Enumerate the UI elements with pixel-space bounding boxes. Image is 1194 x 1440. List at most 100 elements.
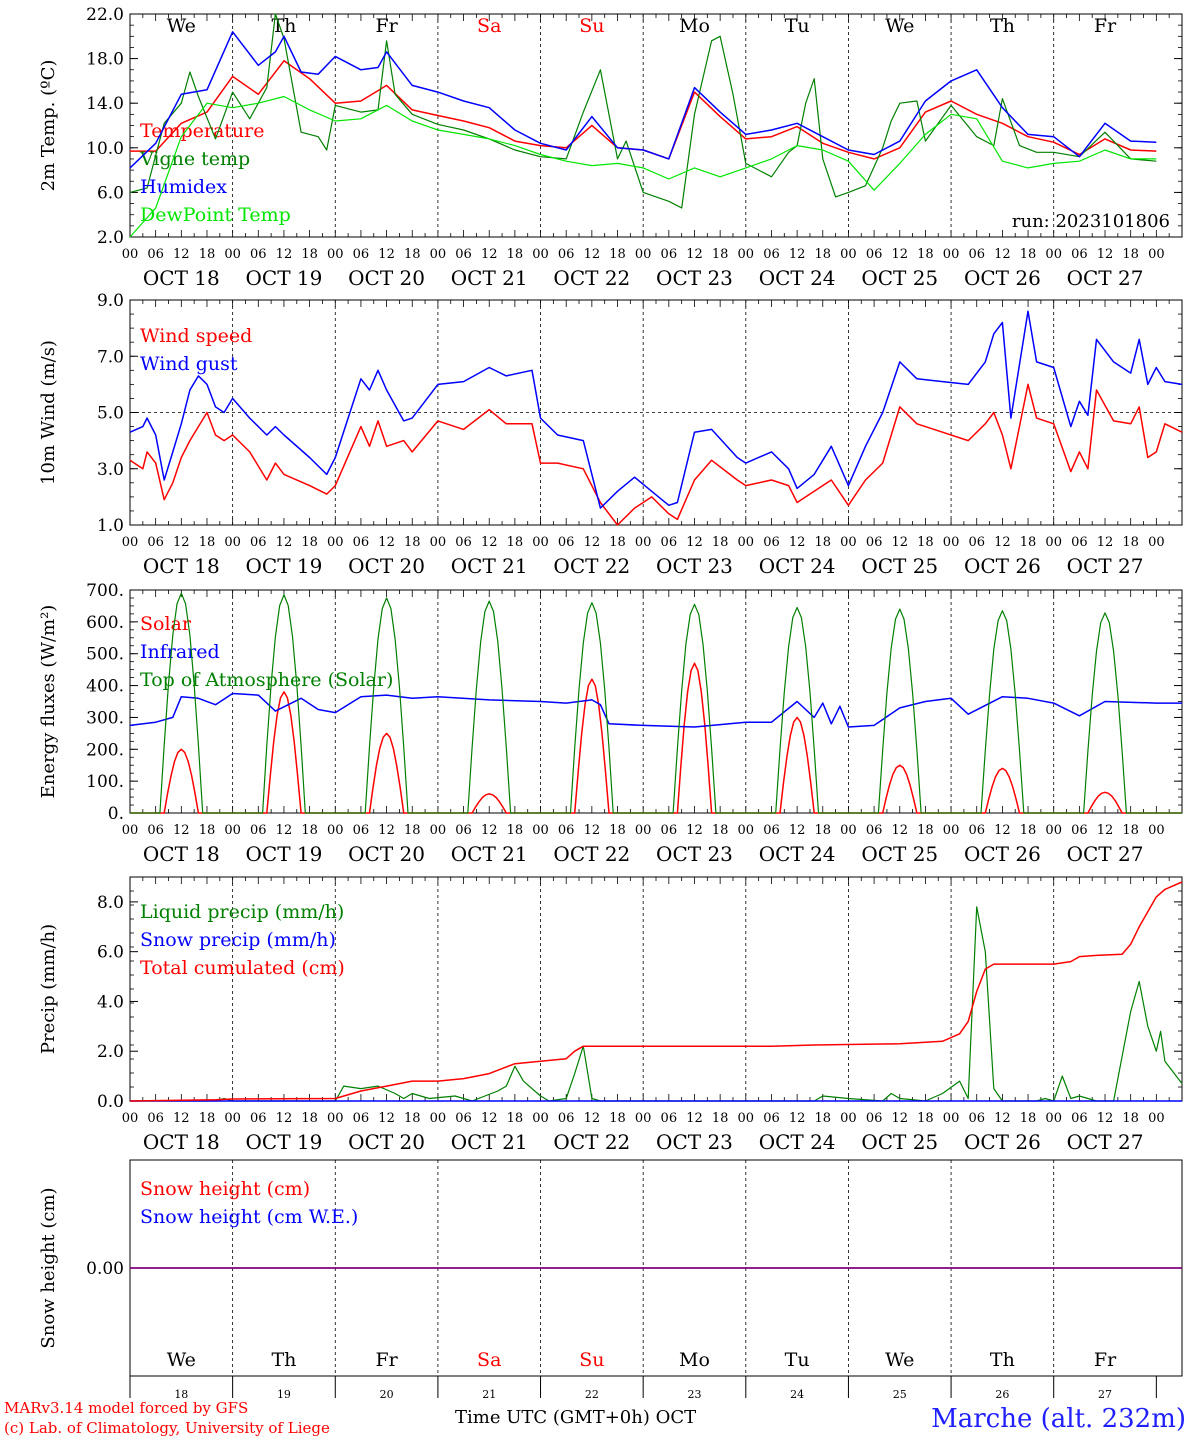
legend-entry: Wind gust xyxy=(140,353,238,375)
hour-label: 18 xyxy=(1122,247,1139,262)
y-tick-label: 1.0 xyxy=(97,516,124,536)
hour-label: 18 xyxy=(609,823,626,838)
hour-label: 00 xyxy=(1148,1111,1165,1126)
date-label: OCT 24 xyxy=(759,1130,836,1154)
y-tick-label: 2.0 xyxy=(97,1042,124,1062)
day-number-label: 24 xyxy=(790,1388,804,1401)
series-line-dewpoint-temp xyxy=(129,95,1157,238)
hour-label: 18 xyxy=(1020,823,1037,838)
hour-label: 12 xyxy=(686,535,703,550)
date-label: OCT 23 xyxy=(656,1130,733,1154)
hour-label: 00 xyxy=(532,1111,549,1126)
weekday-label: We xyxy=(167,1349,196,1371)
hour-label: 12 xyxy=(686,823,703,838)
hour-label: 06 xyxy=(455,535,472,550)
date-label: OCT 26 xyxy=(964,554,1041,578)
chart-footer: MARv3.14 model forced by GFS (c) Lab. of… xyxy=(4,1399,1186,1437)
hour-label: 12 xyxy=(173,535,190,550)
hour-label: 00 xyxy=(1045,823,1062,838)
y-tick-label: 600. xyxy=(86,613,124,633)
hour-label: 18 xyxy=(507,247,524,262)
run-annotation: run: 2023101806 xyxy=(1012,211,1170,232)
y-tick-label: 200. xyxy=(86,740,124,760)
hour-label: 06 xyxy=(763,823,780,838)
hour-label: 00 xyxy=(840,823,857,838)
day-number-label: 18 xyxy=(174,1388,188,1401)
weekday-label: Th xyxy=(271,1349,296,1371)
y-axis-label: 2m Temp. (ºC) xyxy=(38,60,59,192)
series-line-wind-gust xyxy=(129,310,1183,509)
legend-entry: Snow height (cm) xyxy=(140,1178,310,1200)
hour-label: 18 xyxy=(301,535,318,550)
hour-label: 12 xyxy=(378,1111,395,1126)
hour-label: 06 xyxy=(147,1111,164,1126)
chart-panels: 2.0 6.0 10.0 14.0 18.0 22.0 2m Temp. (ºC) We Th F… xyxy=(38,5,1183,1401)
hour-label: 18 xyxy=(1122,823,1139,838)
hour-label: 18 xyxy=(609,1111,626,1126)
panel-5: 0.00 Snow height (cm) We Th Fr Sa Su Mo Tu We Th Fr… xyxy=(38,1159,1183,1401)
hour-label: 18 xyxy=(199,247,216,262)
y-tick-label: 18.0 xyxy=(86,50,124,70)
y-tick-label: 22.0 xyxy=(86,5,124,25)
hour-label: 18 xyxy=(1122,1111,1139,1126)
legend-entry: Snow height (cm W.E.) xyxy=(140,1206,358,1228)
date-label: OCT 23 xyxy=(656,842,733,866)
hour-label: 00 xyxy=(224,535,241,550)
hour-label: 12 xyxy=(789,247,806,262)
series-line-wind-speed xyxy=(129,383,1183,526)
weekday-label: We xyxy=(885,15,914,37)
y-tick-label: 7.0 xyxy=(97,347,124,367)
hour-label: 12 xyxy=(686,1111,703,1126)
hour-label: 12 xyxy=(378,823,395,838)
date-label: OCT 18 xyxy=(143,1130,220,1154)
hour-label: 06 xyxy=(661,1111,678,1126)
hour-label: 12 xyxy=(789,823,806,838)
hour-label: 00 xyxy=(635,823,652,838)
hour-label: 06 xyxy=(250,1111,267,1126)
hour-label: 06 xyxy=(866,1111,883,1126)
date-label: OCT 18 xyxy=(143,842,220,866)
legend-entry: Vigne temp xyxy=(139,148,250,170)
day-number-label: 22 xyxy=(585,1388,599,1401)
hour-label: 00 xyxy=(1045,1111,1062,1126)
date-label: OCT 20 xyxy=(348,266,425,290)
hour-label: 06 xyxy=(147,823,164,838)
hour-label: 12 xyxy=(686,247,703,262)
hour-label: 00 xyxy=(430,1111,447,1126)
hour-label: 00 xyxy=(327,535,344,550)
hour-label: 00 xyxy=(122,823,139,838)
hour-label: 06 xyxy=(455,823,472,838)
hour-label: 18 xyxy=(1122,535,1139,550)
hour-label: 12 xyxy=(173,1111,190,1126)
weekday-label: Th xyxy=(990,15,1015,37)
legend-entry: Temperature xyxy=(140,120,264,142)
date-label: OCT 22 xyxy=(553,842,630,866)
y-tick-label: 500. xyxy=(86,645,124,665)
hour-label: 06 xyxy=(661,247,678,262)
weekday-label: Su xyxy=(579,1349,604,1371)
hour-label: 18 xyxy=(917,823,934,838)
hour-label: 18 xyxy=(1020,1111,1037,1126)
date-label: OCT 24 xyxy=(759,266,836,290)
hour-label: 00 xyxy=(224,247,241,262)
y-tick-label: 6.0 xyxy=(97,183,124,203)
weekday-label: Fr xyxy=(1094,15,1117,37)
weekday-label: Mo xyxy=(679,1349,710,1371)
hour-label: 06 xyxy=(558,247,575,262)
date-label: OCT 25 xyxy=(861,266,938,290)
hour-label: 06 xyxy=(558,535,575,550)
hour-label: 06 xyxy=(455,1111,472,1126)
legend-entry: Snow precip (mm/h) xyxy=(140,929,336,951)
day-number-label: 25 xyxy=(893,1388,907,1401)
weekday-label: Sa xyxy=(477,15,501,37)
hour-label: 00 xyxy=(1148,535,1165,550)
date-label: OCT 20 xyxy=(348,842,425,866)
legend-entry: Liquid precip (mm/h) xyxy=(140,901,344,923)
legend-entry: Infrared xyxy=(140,641,220,663)
hour-label: 18 xyxy=(199,535,216,550)
hour-label: 00 xyxy=(430,823,447,838)
hour-label: 12 xyxy=(584,247,601,262)
date-label: OCT 22 xyxy=(553,1130,630,1154)
hour-label: 12 xyxy=(481,247,498,262)
